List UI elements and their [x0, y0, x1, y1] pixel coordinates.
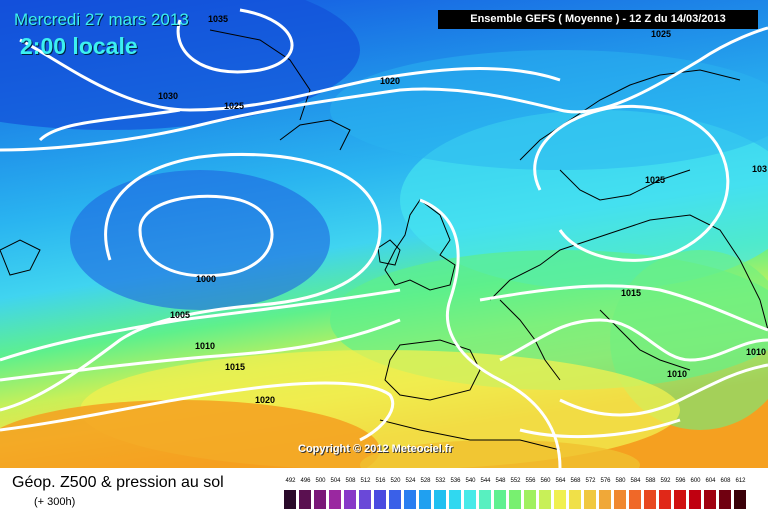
scale-swatch	[719, 490, 731, 509]
isobar-label: 1025	[645, 175, 665, 185]
scale-label: 500	[315, 478, 326, 484]
scale-swatch	[569, 490, 581, 509]
scale-label: 576	[600, 478, 611, 484]
isobar-label: 1025	[651, 29, 671, 39]
isobar-label: 1015	[621, 288, 641, 298]
scale-label: 560	[540, 478, 551, 484]
isobar-labels: 1035 1030 1025 1020 1025 1025 1000 1005 …	[158, 14, 767, 405]
copyright-text: Copyright © 2012 Meteociel.fr	[298, 443, 453, 455]
scale-label: 552	[510, 478, 521, 484]
scale-swatch	[689, 490, 701, 509]
scale-swatch	[434, 490, 446, 509]
scale-swatch	[614, 490, 626, 509]
deep-blue-northwest	[0, 0, 360, 130]
scale-swatch	[704, 490, 716, 509]
scale-swatch	[734, 490, 746, 509]
scale-label: 504	[330, 478, 341, 484]
orange-area	[0, 400, 380, 468]
scale-swatch	[584, 490, 596, 509]
scale-label: 556	[525, 478, 536, 484]
scale-swatch	[464, 490, 476, 509]
scale-label: 520	[390, 478, 401, 484]
model-run-info: Ensemble GEFS ( Moyenne ) - 12 Z du 14/0…	[438, 10, 758, 29]
scale-swatch	[389, 490, 401, 509]
low-pressure-area	[70, 170, 330, 310]
scale-swatch	[359, 490, 371, 509]
isobar-label: 1005	[170, 310, 190, 320]
scale-label: 544	[480, 478, 491, 484]
forecast-map: 1035 1030 1025 1020 1025 1025 1000 1005 …	[0, 0, 768, 468]
scale-swatch	[374, 490, 386, 509]
scale-swatch	[404, 490, 416, 509]
footer-panel: Géop. Z500 & pression au sol (+ 300h) 49…	[0, 468, 768, 512]
scale-label: 592	[660, 478, 671, 484]
scale-label: 604	[705, 478, 716, 484]
scale-label: 492	[285, 478, 296, 484]
coastlines	[0, 29, 768, 451]
scale-label: 584	[630, 478, 641, 484]
scale-swatch	[284, 490, 296, 509]
scale-swatch	[314, 490, 326, 509]
map-title: Géop. Z500 & pression au sol	[12, 474, 224, 491]
scale-swatch	[419, 490, 431, 509]
scale-swatch	[299, 490, 311, 509]
scale-swatch	[554, 490, 566, 509]
scale-swatch	[479, 490, 491, 509]
scale-label: 572	[585, 478, 596, 484]
isobar-label: 1030	[158, 91, 178, 101]
isobar-label: 1020	[380, 76, 400, 86]
scale-label: 536	[450, 478, 461, 484]
isobar-label: 1010	[746, 347, 766, 357]
scale-label: 568	[570, 478, 581, 484]
scale-swatch	[644, 490, 656, 509]
scale-label: 600	[690, 478, 701, 484]
scale-label: 608	[720, 478, 731, 484]
forecast-time: 2:00 locale	[20, 33, 138, 59]
scale-label: 580	[615, 478, 626, 484]
isobars	[0, 8, 768, 468]
forecast-lead-time: (+ 300h)	[34, 496, 76, 508]
orange-area-south	[360, 440, 640, 468]
isobar-label: 1025	[224, 101, 244, 111]
scale-label: 564	[555, 478, 566, 484]
scale-swatch	[344, 490, 356, 509]
isobar-label: 1010	[195, 341, 215, 351]
scale-swatch	[674, 490, 686, 509]
scale-swatch	[629, 490, 641, 509]
light-blue-north	[330, 50, 768, 170]
scale-label: 540	[465, 478, 476, 484]
scale-swatch	[329, 490, 341, 509]
scale-label: 588	[645, 478, 656, 484]
isobar-label: 1010	[667, 369, 687, 379]
scale-label: 524	[405, 478, 416, 484]
isobar-label: 103	[752, 164, 767, 174]
scale-swatch	[659, 490, 671, 509]
forecast-date: Mercredi 27 mars 2013	[14, 10, 189, 29]
scale-swatch	[599, 490, 611, 509]
scale-swatch	[494, 490, 506, 509]
isobar-label: 1015	[225, 362, 245, 372]
scale-label: 532	[435, 478, 446, 484]
scale-label: 512	[360, 478, 371, 484]
scale-swatch	[524, 490, 536, 509]
isobar-label: 1000	[196, 274, 216, 284]
isobar-label: 1020	[255, 395, 275, 405]
scale-swatch	[509, 490, 521, 509]
scale-label: 548	[495, 478, 506, 484]
scale-swatch	[449, 490, 461, 509]
scale-label: 508	[345, 478, 356, 484]
color-scale-legend: 492 496 500 504 508 512 516 520 524 528 532 536 540 5…	[284, 478, 752, 510]
scale-label: 496	[300, 478, 311, 484]
isobar-label: 1035	[208, 14, 228, 24]
scale-label: 612	[735, 478, 746, 484]
scale-swatch	[539, 490, 551, 509]
scale-label: 516	[375, 478, 386, 484]
scale-label: 528	[420, 478, 431, 484]
scale-label: 596	[675, 478, 686, 484]
